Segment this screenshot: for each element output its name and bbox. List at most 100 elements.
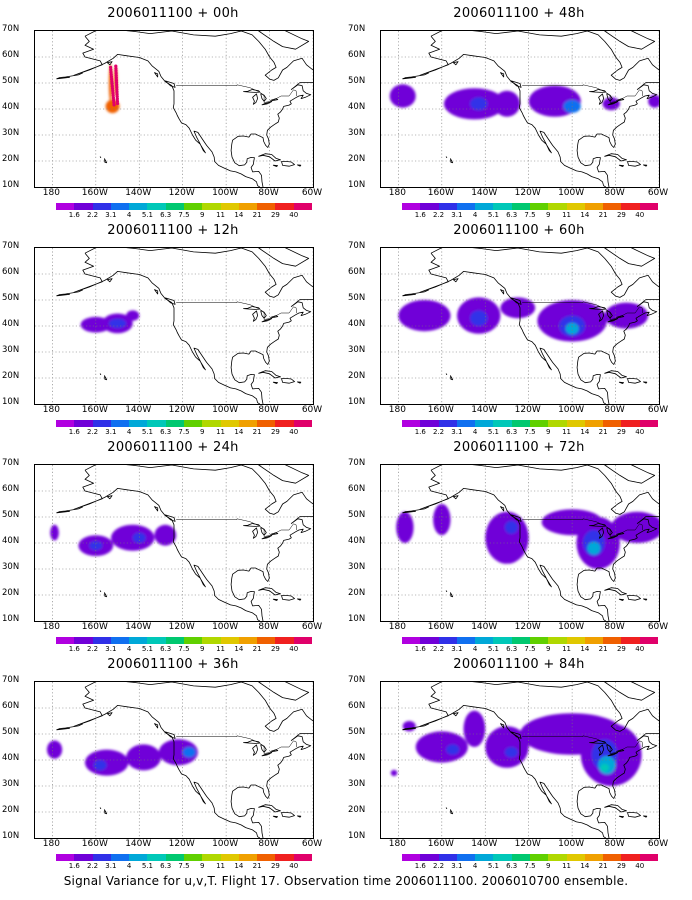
latitude-label: 30N [348, 128, 366, 138]
colorbar-swatch [438, 203, 457, 210]
colorbar-label: 6.3 [160, 645, 172, 653]
coastlines [56, 682, 313, 838]
coastline [445, 807, 448, 809]
latitude-label: 10N [2, 831, 20, 841]
colorbar-swatch [165, 854, 184, 861]
track-point [111, 91, 115, 95]
panel-title: 2006011100 + 72h [453, 440, 585, 455]
longitude-label: 100W [212, 405, 239, 415]
coastline [452, 712, 459, 717]
coastline [258, 153, 281, 162]
longitude-label: 100W [212, 622, 239, 632]
colorbar-swatch [293, 420, 312, 427]
coastlines [56, 465, 313, 621]
latitude-label: 70N [2, 675, 20, 685]
colorbar-label: 7.5 [524, 428, 536, 436]
coastline [576, 733, 659, 838]
coastline [589, 740, 607, 744]
longitude-label: 140W [125, 839, 152, 849]
colorbar-label: 4 [472, 428, 478, 436]
colorbar-label: 14 [234, 428, 244, 436]
colorbar-label: 2.2 [432, 211, 445, 219]
colorbar-swatch [511, 203, 530, 210]
colorbar-label: 5.1 [141, 862, 153, 870]
coastline [252, 310, 258, 322]
latitude-label: 60N [348, 701, 366, 711]
latitude-label: 30N [348, 779, 366, 789]
longitude-label: 100W [212, 839, 239, 849]
colorbar-label: 11 [562, 645, 572, 653]
colorbar-swatch [147, 854, 166, 861]
colorbar-label: 21 [598, 645, 608, 653]
colorbar-swatch [475, 854, 494, 861]
latitude-label: 40N [2, 753, 20, 763]
colorbar-swatch [110, 203, 130, 210]
colorbar-swatch [621, 420, 640, 427]
longitude-label: 140W [471, 405, 498, 415]
coastline [627, 161, 641, 167]
coastline [607, 752, 619, 757]
track-point [112, 98, 116, 102]
panel-title: 2006011100 + 12h [107, 223, 239, 238]
coastline [445, 373, 448, 375]
colorbar-label: 21 [598, 862, 608, 870]
track-point [110, 82, 114, 86]
coastline [430, 465, 659, 515]
map-area [380, 464, 660, 622]
colorbar-swatch [603, 854, 622, 861]
latitude-label: 40N [348, 536, 366, 546]
latitude-label: 30N [348, 345, 366, 355]
track-point [114, 78, 119, 82]
latitude-label: 20N [348, 371, 366, 381]
colorbar-label: 9 [200, 862, 205, 870]
coastline [419, 252, 607, 404]
colorbar-swatch [202, 854, 221, 861]
colorbar-swatch [402, 420, 421, 427]
coastline [500, 72, 505, 78]
colorbar-swatch [74, 420, 93, 427]
colorbar-swatch [275, 203, 294, 210]
coastline [84, 31, 313, 81]
variance-shading [396, 504, 659, 569]
colorbar-swatch [566, 203, 585, 210]
colorbar-swatch [165, 420, 184, 427]
latitude-label: 50N [348, 293, 366, 303]
colorbar-swatch [456, 637, 476, 644]
longitude-label: 60W [647, 839, 669, 849]
colorbar-swatch [183, 637, 203, 644]
colorbar-swatch [293, 637, 312, 644]
colorbar-swatch [420, 854, 439, 861]
coastline [589, 523, 607, 527]
coastlines [56, 31, 313, 187]
latitude-label: 40N [348, 319, 366, 329]
colorbar-label: 2.2 [432, 862, 445, 870]
latitude-label: 20N [2, 805, 20, 815]
colorbar-swatch [293, 203, 312, 210]
colorbar-label: 1.6 [68, 428, 80, 436]
colorbar-swatch [493, 637, 512, 644]
coastline [252, 93, 258, 105]
map-area [380, 30, 660, 188]
coastline [258, 804, 281, 813]
longitude-label: 80W [604, 622, 625, 632]
colorbar [56, 637, 312, 644]
colorbar-swatch [420, 420, 439, 427]
coastline [176, 84, 297, 103]
coastline [56, 72, 83, 80]
colorbar-label: 21 [252, 862, 262, 870]
longitude-label: 180 [42, 405, 60, 415]
colorbar-label: 11 [216, 645, 226, 653]
colorbar-label: 9 [546, 862, 551, 870]
colorbar-label: 3.1 [451, 211, 463, 219]
map-area [34, 30, 314, 188]
variance-blob [604, 302, 649, 329]
latitude-label: 50N [2, 727, 20, 737]
latitude-label: 10N [2, 614, 20, 624]
track-point [115, 85, 119, 89]
colorbar-swatch [493, 420, 512, 427]
colorbar-swatch [511, 637, 530, 644]
colorbar-label: 5.1 [141, 211, 153, 219]
track-point [109, 68, 113, 72]
coastline [450, 158, 454, 164]
colorbar-label: 14 [234, 862, 244, 870]
